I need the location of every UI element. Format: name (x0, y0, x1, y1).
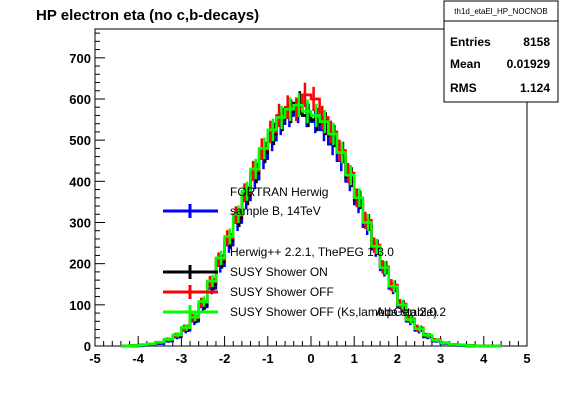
y-tick-label: 400 (69, 174, 91, 189)
data-point (268, 119, 277, 142)
data-point (147, 343, 156, 345)
data-point (285, 97, 294, 121)
x-tick-label: 1 (351, 351, 358, 366)
legend-entry-sample-b: sample B, 14TeV (163, 204, 321, 218)
legend-entry-susy-off: SUSY Shower OFF (163, 285, 334, 299)
y-tick-label: 100 (69, 298, 91, 313)
x-tick-label: -1 (262, 351, 274, 366)
data-point (138, 344, 147, 345)
data-point (155, 341, 164, 344)
x-tick-label: 2 (394, 351, 401, 366)
stats-entries-value: 8158 (523, 35, 550, 49)
stats-box: th1d_etaEl_HP_NOCNOB Entries 8158 Mean 0… (444, 1, 558, 102)
x-tick-label: -2 (219, 351, 231, 366)
data-point (363, 214, 372, 231)
data-point (302, 100, 311, 124)
legend-label-susy-on: SUSY Shower ON (230, 265, 328, 279)
data-point (259, 138, 268, 160)
x-tick-label: -4 (132, 351, 144, 366)
stats-mean-value: 0.01929 (507, 57, 551, 71)
legend-overlap-alpgen: AlpGen 2.0.2 (376, 305, 446, 319)
legend-header-herwigpp: Herwig++ 2.2.1, ThePEG 1.3.0 (230, 245, 394, 259)
chart-title: HP electron eta (no c,b-decays) (36, 7, 259, 24)
stats-name: th1d_etaEl_HP_NOCNOB (454, 7, 547, 16)
y-tick-label: 200 (69, 257, 91, 272)
legend-label-susy-off: SUSY Shower OFF (230, 285, 334, 299)
stats-mean-label: Mean (450, 57, 481, 71)
y-tick-label: 0 (84, 339, 91, 354)
data-point (130, 345, 139, 346)
y-tick-label: 300 (69, 215, 91, 230)
data-point (380, 261, 389, 275)
x-tick-label: 5 (523, 351, 530, 366)
data-point (216, 251, 225, 265)
stats-rms-label: RMS (450, 81, 477, 95)
stats-rms-value: 1.124 (520, 81, 550, 95)
y-tick-label: 600 (69, 92, 91, 107)
stats-entries-label: Entries (450, 35, 491, 49)
data-point (389, 280, 398, 292)
x-tick-label: 4 (480, 351, 488, 366)
data-point (441, 342, 450, 345)
data-point (458, 344, 467, 345)
y-tick-label: 700 (69, 51, 91, 66)
data-point (328, 123, 337, 145)
legend-header-fortran: FORTRAN Herwig (230, 185, 328, 199)
data-point (311, 104, 320, 127)
x-tick-label: 0 (307, 351, 314, 366)
data-point (467, 345, 476, 346)
data-point (449, 343, 458, 345)
data-point (294, 93, 303, 117)
legend-entry-susy-on: SUSY Shower ON (163, 265, 328, 279)
legend-label-sample-b: sample B, 14TeV (230, 204, 321, 218)
legend: FORTRAN Herwig sample B, 14TeV Herwig++ … (163, 185, 446, 319)
x-tick-label: -3 (176, 351, 188, 366)
data-point (251, 159, 260, 179)
y-tick-label: 500 (69, 133, 91, 148)
x-tick-label: 3 (437, 351, 444, 366)
data-point (276, 106, 285, 129)
